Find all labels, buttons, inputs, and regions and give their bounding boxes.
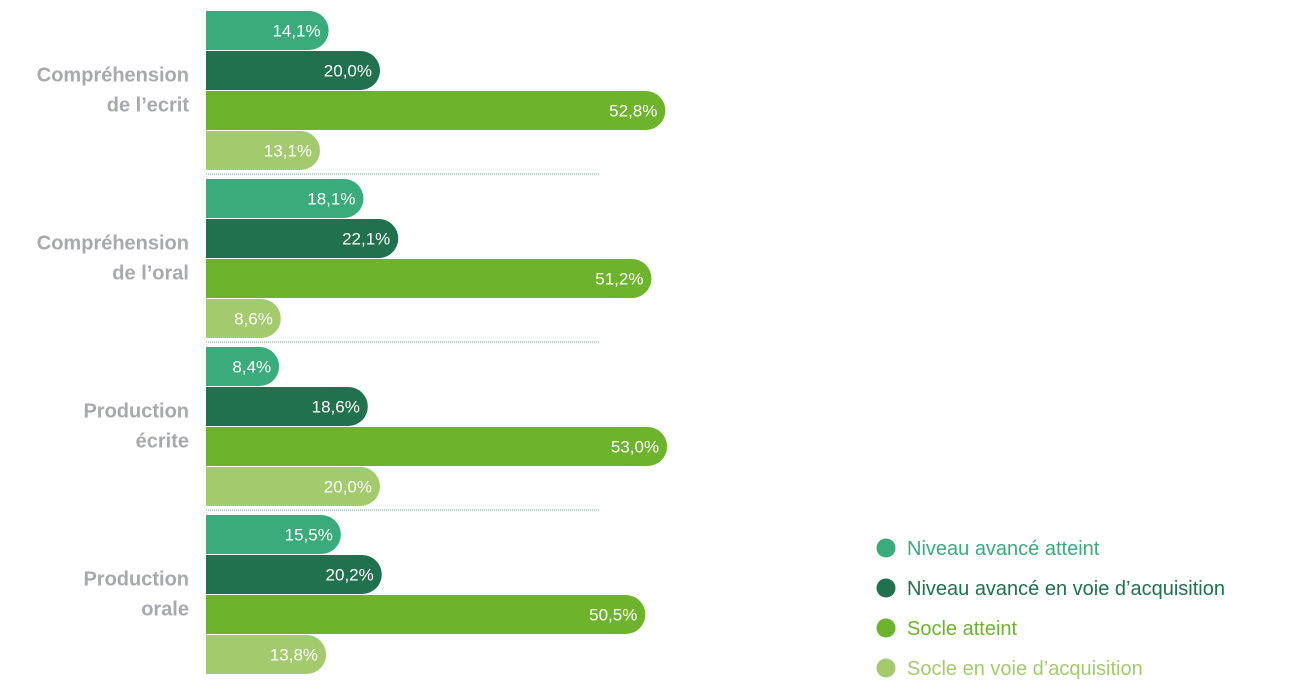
bar-value-label: 13,1% — [264, 142, 312, 161]
legend-label-niveau-avance-en-voie-d-acquisition: Niveau avancé en voie d’acquisition — [907, 578, 1225, 600]
bar-value-label: 13,8% — [270, 646, 318, 665]
bar-value-label: 14,1% — [272, 22, 320, 41]
bar-comprehension-de-l-ecrit-socle-en-voie-d-acquisition — [206, 131, 320, 170]
legend: Niveau avancé atteint Niveau avancé en vo… — [876, 538, 1225, 680]
bar-production-ecrite-socle-en-voie-d-acquisition — [206, 467, 380, 506]
bar-comprehension-de-l-oral-socle-atteint — [206, 259, 652, 298]
category-label-comprehension-de-l-oral: Compréhension de l’oral — [37, 233, 189, 285]
bar-comprehension-de-l-oral-niveau-avance-en-voie-d-acquisition — [206, 219, 399, 258]
bar-value-label: 20,0% — [324, 478, 372, 497]
legend-marker-socle-atteint — [876, 618, 896, 638]
bar-value-label: 15,5% — [285, 526, 333, 545]
bar-production-orale-socle-en-voie-d-acquisition — [206, 635, 327, 674]
bar-value-label: 22,1% — [342, 230, 390, 249]
category-label-production-ecrite: Production écrite — [83, 401, 189, 453]
bar-production-ecrite-niveau-avance-atteint — [206, 347, 280, 386]
legend-label-socle-atteint: Socle atteint — [907, 618, 1018, 640]
bar-value-label: 20,2% — [326, 566, 374, 585]
bar-value-label: 50,5% — [589, 606, 637, 625]
legend-marker-socle-en-voie-d-acquisition — [876, 658, 896, 678]
bar-value-label: 18,1% — [307, 190, 355, 209]
group-separators — [206, 173, 600, 511]
bar-comprehension-de-l-oral-socle-en-voie-d-acquisition — [206, 299, 281, 338]
bars: 14,1% 20,0% 52,8% 13,1% 18,1% 22,1% 51,2% 8,6% 8… — [206, 11, 668, 674]
bar-comprehension-de-l-ecrit-socle-atteint — [206, 91, 666, 130]
bar-value-label: 20,0% — [324, 62, 372, 81]
bar-production-ecrite-socle-atteint — [206, 427, 668, 466]
bar-production-orale-socle-atteint — [206, 595, 646, 634]
legend-marker-niveau-avance-atteint — [876, 538, 896, 558]
bar-comprehension-de-l-ecrit-niveau-avance-en-voie-d-acquisition — [206, 51, 380, 90]
category-label-comprehension-de-l-ecrit: Compréhension de l’ecrit — [37, 65, 190, 117]
legend-label-niveau-avance-atteint: Niveau avancé atteint — [907, 538, 1100, 560]
bar-production-ecrite-niveau-avance-en-voie-d-acquisition — [206, 387, 368, 426]
bar-value-label: 8,4% — [232, 358, 271, 377]
bar-value-label: 18,6% — [312, 398, 360, 417]
legend-marker-niveau-avance-en-voie-d-acquisition — [876, 578, 896, 598]
bar-comprehension-de-l-ecrit-niveau-avance-atteint — [206, 11, 329, 50]
category-labels: Compréhension de l’ecrit Compréhension de l… — [37, 65, 190, 621]
category-label-production-orale: Production orale — [83, 569, 189, 621]
bar-production-orale-niveau-avance-en-voie-d-acquisition — [206, 555, 382, 594]
bar-value-label: 53,0% — [611, 438, 659, 457]
bar-comprehension-de-l-oral-niveau-avance-atteint — [206, 179, 364, 218]
bar-value-label: 8,6% — [234, 310, 273, 329]
bar-production-orale-niveau-avance-atteint — [206, 515, 341, 554]
legend-label-socle-en-voie-d-acquisition: Socle en voie d’acquisition — [907, 658, 1143, 680]
bar-value-label: 51,2% — [595, 270, 643, 289]
bar-value-label: 52,8% — [609, 102, 657, 121]
